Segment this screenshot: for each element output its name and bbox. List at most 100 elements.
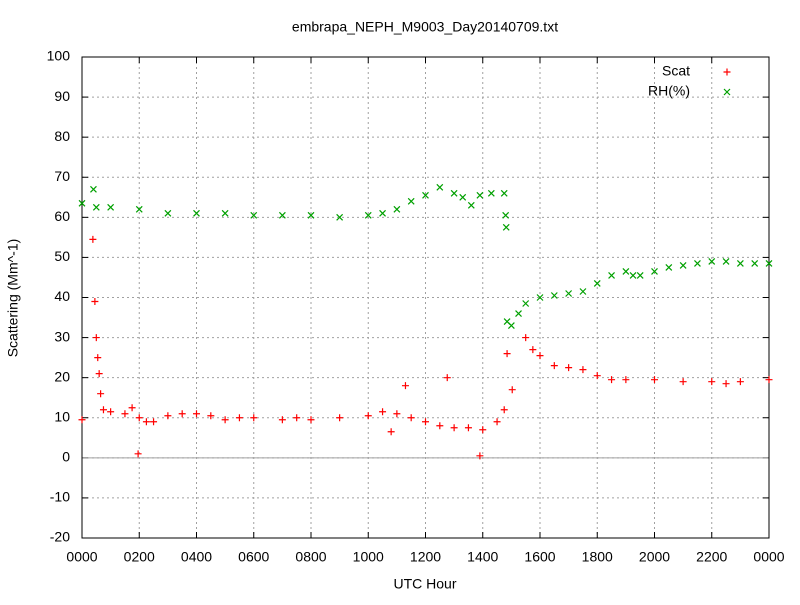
point [92,203,100,211]
point [235,414,243,422]
point [502,211,510,219]
x-tick-label: 2000 [639,549,670,565]
point [407,197,415,205]
point [164,412,172,420]
point [422,418,429,426]
point [502,223,510,231]
y-tick-label: 90 [54,88,70,104]
y-tick-label: -10 [50,489,70,505]
point [651,376,658,384]
point [250,211,258,219]
point [464,424,472,432]
plot-frame [81,56,770,539]
point [636,272,644,279]
y-tick-label: 60 [54,208,70,224]
point [121,410,129,418]
x-tick-label: 1600 [524,549,555,565]
point [401,382,409,390]
point [565,364,573,372]
point [579,366,587,374]
legend-label: RH(%) [648,83,690,99]
point [679,378,687,386]
point [78,199,86,207]
y-axis-label: Scattering (Mm^-1) [5,239,21,358]
point [450,424,458,432]
point [250,414,258,422]
point [293,414,301,422]
point [278,416,286,424]
y-tick-label: 30 [54,328,70,344]
point [178,410,186,418]
point [622,376,630,384]
point [307,211,315,219]
x-tick-label: 1800 [582,549,613,565]
point [629,272,637,279]
point [278,211,286,219]
point [622,268,630,275]
point [99,406,107,414]
point [487,189,495,197]
point [515,310,522,317]
y-tick-label: 50 [54,248,70,264]
point [500,406,508,414]
point [90,185,97,193]
point [307,416,315,424]
x-tick-label: 2200 [696,549,727,565]
point [336,414,344,422]
point [193,410,200,418]
point [522,300,530,307]
point [522,334,530,342]
point [92,334,100,342]
y-tick-label: 20 [54,368,70,384]
point [221,416,229,424]
point [135,205,143,213]
point [679,262,687,269]
point [78,416,86,424]
point [443,374,451,382]
point [736,260,744,267]
point [651,268,658,275]
point [608,376,616,384]
point [565,290,573,297]
point [529,346,537,354]
point [150,418,158,426]
point [436,183,444,191]
legend-marker [723,68,731,76]
point [550,292,558,299]
point [422,191,429,199]
point [393,205,401,213]
y-tick-label: 0 [62,449,70,465]
point [665,264,673,271]
point [508,386,516,394]
x-tick-label: 1400 [467,549,498,565]
point [207,412,215,420]
y-tick-label: 40 [54,288,70,304]
x-tick-label: 0800 [295,549,326,565]
point [765,260,773,267]
point [476,191,484,199]
point [751,260,759,267]
point [94,354,102,362]
legend-label: Scat [662,63,690,79]
legend-marker [723,88,731,96]
point [135,414,143,422]
x-tick-label: 1000 [353,549,384,565]
x-tick-label: 0000 [753,549,784,565]
point [379,209,386,217]
point [459,193,467,201]
point [107,408,115,416]
point [89,235,97,243]
point [507,322,515,329]
point [736,378,744,386]
point [393,410,401,418]
point [536,294,544,301]
point [722,258,730,265]
y-tick-label: 10 [54,408,70,424]
y-tick-label: -20 [50,529,70,545]
point [128,404,136,412]
point [765,376,773,384]
point [221,209,229,217]
point [503,350,511,358]
chart-title: embrapa_NEPH_M9003_Day20140709.txt [292,19,558,35]
